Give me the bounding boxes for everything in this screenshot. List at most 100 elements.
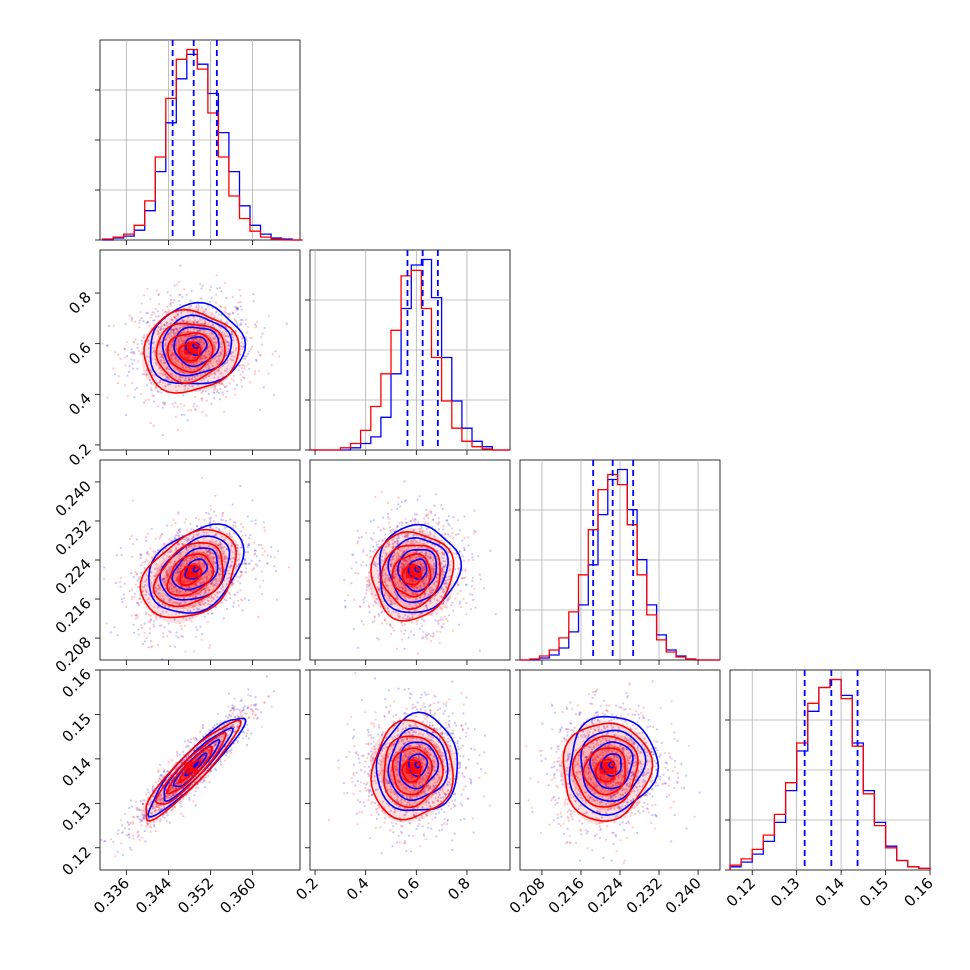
x-tick-label: 0.12 xyxy=(723,874,759,910)
contour-blue xyxy=(414,565,421,573)
contour-red xyxy=(155,322,226,385)
y-tick-label: 0.2 xyxy=(65,440,95,470)
contour-blue xyxy=(589,741,634,790)
contour-red xyxy=(562,722,654,822)
contour-red xyxy=(391,747,434,796)
contour-blue xyxy=(171,547,219,591)
contour-red xyxy=(602,766,610,775)
x-tick-label: 0.240 xyxy=(662,874,705,917)
contour-blue xyxy=(147,717,247,818)
contour-red xyxy=(186,766,194,775)
y-tick-label: 0.224 xyxy=(52,555,95,598)
x-tick-label: 0.16 xyxy=(900,874,936,910)
y-tick-label: 0.240 xyxy=(52,477,95,520)
contour-red xyxy=(186,571,194,579)
y-tick-label: 0.208 xyxy=(52,633,95,676)
panel-content xyxy=(343,480,497,655)
contour-red xyxy=(582,747,626,796)
contour-blue xyxy=(375,711,459,812)
y-tick-label: 0.12 xyxy=(58,843,94,879)
x-tick-label: 0.232 xyxy=(623,874,666,917)
y-tick-label: 0.4 xyxy=(65,389,95,419)
x-tick-label: 0.14 xyxy=(812,874,848,910)
contour-blue xyxy=(398,741,440,790)
contour-red xyxy=(408,767,415,775)
panel-content xyxy=(525,680,701,865)
hist-red-series xyxy=(310,269,510,451)
contour-red xyxy=(139,528,238,619)
contour-blue xyxy=(184,558,209,580)
panel-frame xyxy=(99,459,301,661)
contour-red xyxy=(166,745,213,795)
contour-blue xyxy=(184,336,208,357)
contour-blue xyxy=(408,753,429,777)
x-tick-label: 0.360 xyxy=(216,874,259,917)
y-tick-label: 0.15 xyxy=(58,710,94,746)
y-tick-label: 0.13 xyxy=(58,798,94,834)
contour-blue xyxy=(396,548,438,593)
contour-red xyxy=(178,341,202,362)
contour-red xyxy=(178,759,202,783)
contour-red xyxy=(370,530,455,622)
2d-panel-r2-c1 xyxy=(309,459,511,661)
contour-red xyxy=(179,564,203,587)
x-tick-label: 0.224 xyxy=(584,874,627,917)
y-tick-label: 0.8 xyxy=(65,288,95,318)
contour-red xyxy=(571,735,639,808)
contour-red xyxy=(166,553,215,597)
y-tick-label: 0.216 xyxy=(52,594,95,637)
contour-red xyxy=(143,308,240,394)
contour-red xyxy=(391,553,432,598)
x-tick-label: 0.216 xyxy=(545,874,588,917)
contour-blue xyxy=(159,535,231,601)
2d-panel-r2-c0 xyxy=(99,459,301,661)
2d-panel-r1-c0 xyxy=(99,249,301,451)
contour-red xyxy=(594,758,617,783)
x-tick-label: 0.336 xyxy=(90,874,133,917)
contour-blue xyxy=(387,727,449,802)
contour-blue xyxy=(600,753,622,777)
contour-red xyxy=(186,348,194,355)
panel-frame xyxy=(309,459,511,661)
x-tick-label: 0.352 xyxy=(174,874,217,917)
hist-blue-series xyxy=(102,53,303,241)
contour-red xyxy=(383,735,444,809)
contour-red xyxy=(401,759,422,783)
panel-content xyxy=(101,264,288,450)
contour-red xyxy=(408,571,415,579)
x-tick-label: 0.2 xyxy=(292,874,322,904)
contour-blue xyxy=(192,342,200,349)
x-tick-label: 0.4 xyxy=(343,874,373,904)
x-tick-label: 0.344 xyxy=(132,874,175,917)
y-tick-label: 0.6 xyxy=(65,339,95,369)
contour-blue xyxy=(148,523,245,614)
contour-red xyxy=(166,332,214,373)
x-tick-label: 0.208 xyxy=(506,874,549,917)
hist-panel-1 xyxy=(305,249,511,451)
hist-panel-2 xyxy=(515,459,721,661)
panel-content xyxy=(100,675,276,858)
x-tick-label: 0.8 xyxy=(444,874,474,904)
hist-red-series xyxy=(729,678,931,870)
panel-content xyxy=(327,672,491,855)
contour-red xyxy=(145,719,242,822)
contour-red xyxy=(152,541,224,608)
contour-blue xyxy=(387,536,449,604)
contour-red xyxy=(380,544,441,611)
x-tick-label: 0.15 xyxy=(856,874,892,910)
2d-panel-r3-c0 xyxy=(99,669,301,871)
x-tick-label: 0.6 xyxy=(394,874,424,904)
y-tick-label: 0.232 xyxy=(52,516,95,559)
x-tick-label: 0.13 xyxy=(767,874,803,910)
hist-blue-series xyxy=(310,258,510,451)
hist-red-series xyxy=(101,48,303,241)
y-tick-label: 0.14 xyxy=(58,754,94,790)
hist-red-series xyxy=(520,473,720,661)
contour-blue xyxy=(163,727,234,803)
contour-blue xyxy=(407,558,428,581)
contour-red xyxy=(154,731,227,805)
2d-panel-r3-c1 xyxy=(309,669,511,871)
hist-panel-0 xyxy=(95,39,303,241)
contour-blue xyxy=(184,752,208,777)
contour-blue xyxy=(580,729,647,803)
